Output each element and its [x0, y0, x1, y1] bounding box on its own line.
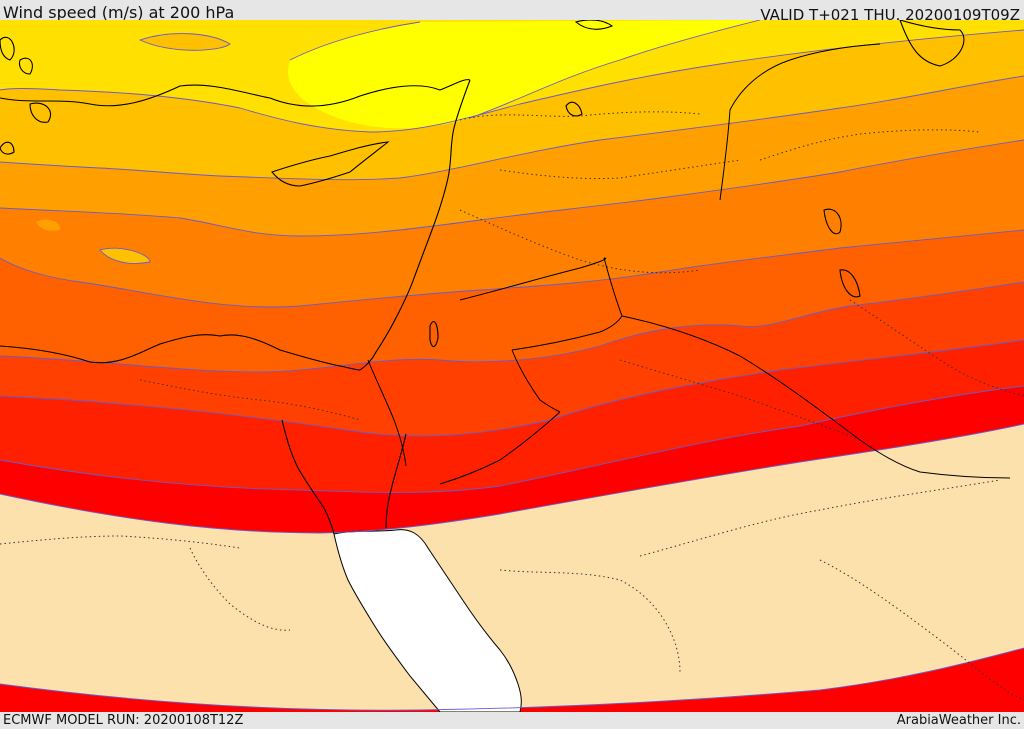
- pocket-amber: [140, 33, 230, 51]
- wind-speed-map[interactable]: [0, 20, 1024, 712]
- pocket-light-orange: [36, 219, 61, 231]
- coastlines: [0, 20, 965, 535]
- solid-borders: [367, 43, 1011, 485]
- map-canvas: [0, 20, 1024, 712]
- footer-bar: ECMWF MODEL RUN: 20200108T12Z ArabiaWeat…: [0, 712, 1024, 729]
- country-borders: [0, 111, 1024, 701]
- map-title: Wind speed (m/s) at 200 hPa: [3, 3, 235, 22]
- wind-contours: [0, 20, 1024, 711]
- valid-time: VALID T+021 THU. 20200109T09Z: [760, 6, 1020, 24]
- credit-label: ArabiaWeather Inc.: [896, 713, 1021, 728]
- red-sea: [333, 529, 522, 712]
- band-yellow: [288, 20, 760, 129]
- band-south-red: [0, 648, 1024, 712]
- title-bar: Wind speed (m/s) at 200 hPa VALID T+021 …: [0, 0, 1024, 24]
- model-run-label: ECMWF MODEL RUN: 20200108T12Z: [3, 713, 244, 728]
- pocket-amber-2: [100, 248, 150, 264]
